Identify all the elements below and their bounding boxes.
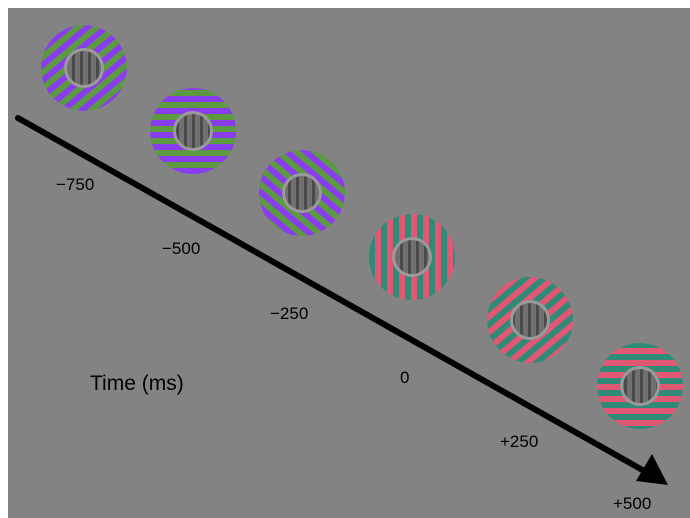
time-arrow-shaft (15, 115, 649, 475)
time-arrow-head (636, 454, 668, 485)
tick-label-minus-750: −750 (56, 175, 95, 194)
inner-grating (285, 176, 319, 210)
tick-label-minus-250: −250 (270, 304, 309, 323)
time-axis-label: Time (ms) (90, 372, 184, 395)
inner-grating (67, 51, 101, 85)
stimulus-grating (597, 343, 683, 429)
tick-label-plus-500: +500 (613, 494, 652, 513)
stimulus-grating (150, 88, 236, 174)
stimulus-grating (487, 277, 573, 363)
tick-label-zero: 0 (400, 368, 410, 387)
tick-label-plus-250: +250 (500, 432, 539, 451)
stimulus-grating (259, 150, 345, 236)
stimulus-grating (369, 214, 455, 300)
stimulus-grating (41, 25, 127, 111)
tick-label-minus-500: −500 (162, 239, 201, 258)
inner-grating (513, 303, 547, 337)
inner-grating (623, 369, 657, 403)
time-arrow (15, 115, 668, 485)
inner-grating (395, 240, 429, 274)
inner-grating (176, 114, 210, 148)
